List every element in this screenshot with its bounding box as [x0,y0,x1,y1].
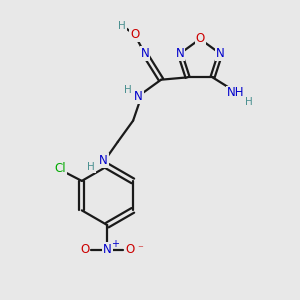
Text: N: N [216,47,225,60]
Text: H: H [118,21,126,32]
Text: O: O [80,243,89,256]
Text: Cl: Cl [55,162,66,175]
Text: O: O [195,32,205,46]
Text: N: N [99,154,108,167]
Text: O: O [125,243,135,256]
Text: N: N [103,243,112,256]
Text: NH: NH [226,86,244,100]
Text: ⁻: ⁻ [137,244,142,254]
Text: H: H [87,162,95,172]
Text: H: H [245,97,253,107]
Text: +: + [111,239,119,249]
Text: N: N [134,90,143,103]
Text: N: N [176,47,184,60]
Text: H: H [124,85,131,95]
Text: N: N [140,47,149,60]
Text: O: O [130,28,139,41]
